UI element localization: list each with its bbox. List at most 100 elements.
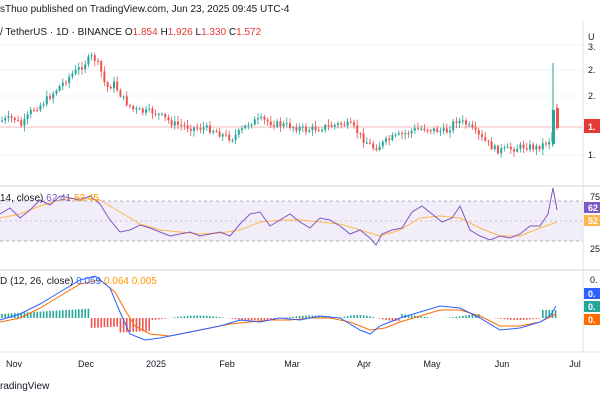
macd-hist-bar [202, 315, 205, 318]
candle-body [420, 128, 423, 130]
candle-body [509, 146, 512, 150]
macd-hist-bar [257, 318, 259, 321]
macd-hist-bar [238, 318, 240, 320]
candle-body [516, 148, 519, 152]
candle-body [170, 120, 173, 126]
candle-body [490, 141, 493, 150]
macd-hist-bar [532, 318, 534, 320]
macd-badge-text: 0. [588, 289, 596, 299]
candle-body [535, 146, 538, 150]
symbol-legend[interactable]: / TetherUS · 1D · BINANCE O1.854 H1.926 … [0, 27, 261, 38]
candle-body [314, 126, 317, 131]
macd-hist-bar [458, 316, 461, 318]
candle-body [556, 108, 559, 128]
candle-body [305, 126, 307, 132]
macd-hist-bar [151, 318, 154, 321]
macd-legend-hist-value: 0.005 [131, 276, 157, 287]
candle-body [183, 125, 186, 127]
candle-body [71, 73, 74, 77]
macd-hist-bar [295, 316, 298, 318]
rsi-badge-text: 62 [588, 203, 598, 213]
time-axis-label: Dec [78, 359, 95, 369]
hist-badge [584, 301, 600, 312]
macd-hist-bar [497, 318, 499, 319]
macd-hist-bar [193, 315, 195, 318]
candle-body [113, 81, 115, 89]
candle-body [209, 125, 211, 133]
macd-hist-bar [26, 312, 29, 318]
macd-hist-bar [164, 318, 166, 319]
candle-body [97, 60, 99, 62]
candle-body [247, 125, 250, 127]
macd-hist-bar [426, 317, 429, 318]
macd-legend-title: D (12, 26, close) [0, 276, 74, 287]
candle-body [135, 108, 138, 110]
candle-body [269, 121, 272, 126]
macd-hist-bar [250, 318, 253, 321]
macd-hist-bar [106, 318, 109, 328]
candle-body [13, 117, 16, 120]
time-axis[interactable]: Nov Dec 2025 Feb Mar Apr May Jun Jul [6, 359, 581, 369]
macd-hist-bar [74, 309, 77, 318]
candle-body [253, 119, 256, 125]
candle-body [481, 134, 483, 137]
candle-body [369, 142, 371, 144]
candle-body [548, 141, 551, 145]
macd-hist-bar [234, 318, 237, 320]
macd-legend[interactable]: D (12, 26, close) 0.059 0.064 0.005 [0, 276, 157, 287]
macd-hist-bar [100, 318, 102, 328]
candle-body [215, 131, 218, 133]
candle-body [301, 126, 304, 128]
time-axis-label: Apr [357, 359, 371, 369]
signal-badge [584, 314, 600, 325]
macd-hist-bar [68, 309, 70, 318]
rsi-legend[interactable]: 14, close) 62.41 53.45 [0, 193, 99, 204]
candle-body [378, 146, 381, 150]
candle-body [7, 116, 10, 119]
candle-body [381, 141, 384, 147]
macd-hist-bar [199, 315, 202, 318]
macd-hist-bar [362, 315, 365, 318]
candle-body [250, 124, 253, 126]
candle-body [327, 125, 330, 127]
candle-body [295, 127, 298, 131]
candle-body [148, 108, 151, 110]
macd-axis-label: 0. [590, 275, 598, 285]
macd-hist-bar [39, 311, 42, 318]
macd-hist-bar [110, 318, 112, 327]
macd-hist-bar [398, 318, 400, 321]
macd-hist-bar [65, 310, 67, 318]
candle-body [177, 121, 179, 125]
macd-hist-bar [36, 311, 38, 318]
macd-hist-bar [97, 318, 99, 328]
candle-body [404, 133, 407, 135]
macd-hist-bar [286, 317, 288, 318]
candle-body [58, 86, 61, 91]
candle-body [125, 96, 128, 106]
macd-hist-bar [1, 313, 3, 318]
low-value: 1.330 [201, 27, 227, 38]
candle-body [93, 55, 96, 61]
candle-body [33, 109, 35, 111]
rsi-legend-value: 62.41 [46, 193, 72, 204]
macd-hist-bar [71, 309, 74, 318]
candle-body [353, 122, 355, 126]
candle-body [349, 121, 352, 123]
candle-body [439, 131, 442, 133]
macd-hist-bar [321, 315, 323, 318]
candle-body [276, 121, 279, 127]
price-axis-label: 2. [588, 91, 596, 101]
candle-body [109, 86, 112, 89]
candle-body [100, 61, 103, 72]
macd-hist-bar [215, 316, 218, 318]
candle-body [442, 128, 445, 132]
tradingview-brand[interactable]: radingView [0, 381, 50, 392]
candle-body [449, 130, 451, 133]
candle-body [458, 120, 461, 124]
macd-hist-bar [263, 318, 266, 321]
macd-hist-bar [90, 318, 93, 328]
macd-hist-bar [132, 318, 134, 332]
candle-body [455, 121, 458, 124]
macd-hist-bar [122, 318, 125, 333]
